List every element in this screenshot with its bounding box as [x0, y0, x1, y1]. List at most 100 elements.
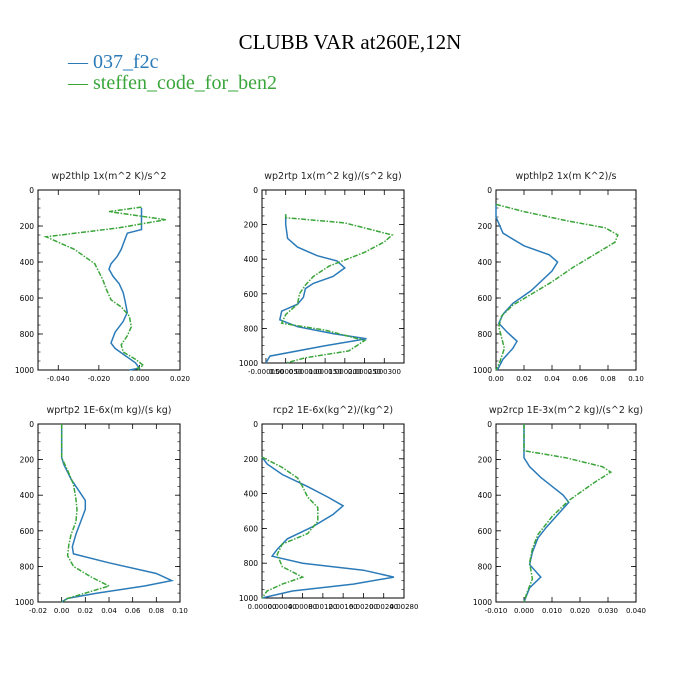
plot-frame-1 — [37, 189, 181, 371]
x-tick-label: 0.040 — [626, 607, 646, 615]
y-tick-label: 1000 — [473, 598, 492, 607]
x-tick-label: 0.000 — [129, 375, 149, 383]
x-tick-label: 0.08 — [149, 607, 165, 615]
legend-line-icon: — — [68, 72, 93, 94]
x-tick-label: 0.00040 — [268, 603, 297, 611]
x-tick-label: 0.00160 — [329, 603, 358, 611]
y-tick-label: 400 — [244, 255, 259, 264]
x-tick-label: -0.02 — [29, 607, 47, 615]
x-tick-label: 0.000100 — [289, 368, 322, 376]
x-tick-label: 0.00240 — [369, 603, 398, 611]
x-tick-label: 0.020 — [170, 375, 190, 383]
y-tick-label: 0 — [487, 186, 492, 195]
y-tick-label: 1000 — [473, 366, 492, 375]
plot-title-6: wp2rcp 1E-3x(m^2 kg)/(s^2 kg) — [489, 405, 643, 416]
x-tick-label: 0.000050 — [269, 368, 302, 376]
legend-label-2: steffen_code_for_ben2 — [93, 72, 278, 94]
x-tick-label: 0.04 — [101, 607, 117, 615]
y-tick-label: 600 — [20, 294, 35, 303]
x-tick-label: 0.10 — [172, 607, 188, 615]
x-tick-label: -0.040 — [47, 375, 70, 383]
legend-item-2: — steffen_code_for_ben2 — [68, 73, 277, 94]
x-tick-label: 0.00120 — [308, 603, 337, 611]
y-tick-label: 0 — [253, 420, 258, 429]
x-tick-label: 0.000200 — [328, 368, 361, 376]
series-line-1 — [60, 424, 175, 603]
plot-title-5: rcp2 1E-6x(kg^2)/(kg^2) — [273, 405, 393, 416]
y-tick-label: 600 — [478, 527, 493, 536]
x-tick-label: 0.000250 — [348, 368, 381, 376]
x-tick-label: 0.06 — [125, 607, 141, 615]
plot-title-4: wprtp2 1E-6x(m kg)/(s kg) — [47, 405, 172, 416]
series-line-2 — [495, 203, 619, 371]
x-tick-label: 0.00080 — [288, 603, 317, 611]
legend: — 037_f2c — steffen_code_for_ben2 — [68, 52, 277, 94]
y-tick-label: 600 — [20, 527, 35, 536]
y-tick-label: 0 — [487, 420, 492, 429]
y-tick-label: 200 — [478, 456, 493, 465]
y-tick-label: 400 — [478, 258, 493, 267]
plot-frame-3 — [495, 189, 637, 371]
y-tick-label: 0 — [253, 186, 258, 195]
x-tick-label: -0.000050 — [248, 368, 284, 376]
y-tick-label: 200 — [20, 222, 35, 231]
y-tick-label: 200 — [244, 455, 259, 464]
series-line-1 — [261, 456, 395, 599]
y-tick-label: 800 — [478, 562, 493, 571]
x-tick-label: 0.02 — [516, 375, 532, 383]
x-tick-label: 0.000300 — [368, 368, 401, 376]
y-tick-label: 400 — [20, 258, 35, 267]
y-tick-label: 1000 — [239, 594, 258, 603]
series-line-1 — [265, 214, 367, 364]
y-tick-label: 600 — [244, 290, 259, 299]
plot-frame-6 — [495, 423, 637, 603]
x-tick-label: 0.04 — [544, 375, 560, 383]
y-tick-label: 1000 — [15, 598, 34, 607]
x-tick-label: 0.020 — [570, 607, 590, 615]
plot-title-1: wp2thlp 1x(m^2 K)/s^2 — [51, 171, 166, 182]
x-tick-label: -0.020 — [88, 375, 111, 383]
figure-title: CLUBB VAR at260E,12N — [238, 30, 462, 54]
y-tick-label: 800 — [244, 559, 259, 568]
series-line-2 — [261, 456, 319, 599]
series-line-1 — [495, 204, 559, 371]
x-tick-label: 0.000150 — [308, 368, 341, 376]
series-line-2 — [280, 214, 394, 364]
y-tick-label: 800 — [20, 330, 35, 339]
x-tick-label: 0.08 — [600, 375, 616, 383]
plot-title-3: wpthlp2 1x(m K^2)/s — [515, 171, 616, 182]
y-tick-label: 800 — [478, 330, 493, 339]
y-tick-label: 200 — [244, 221, 259, 230]
x-tick-label: 0.00200 — [349, 603, 378, 611]
y-tick-label: 400 — [20, 491, 35, 500]
series-line-1 — [523, 424, 570, 603]
x-tick-label: 0.10 — [628, 375, 644, 383]
y-tick-label: 600 — [244, 524, 259, 533]
x-tick-label: 0.010 — [542, 607, 562, 615]
x-tick-label: 0.06 — [572, 375, 588, 383]
y-tick-label: 800 — [20, 562, 35, 571]
x-tick-label: 0.02 — [78, 607, 94, 615]
y-tick-label: 400 — [478, 491, 493, 500]
y-tick-label: 1000 — [239, 359, 258, 368]
y-tick-label: 400 — [244, 490, 259, 499]
x-tick-label: 0.00000 — [248, 603, 277, 611]
x-tick-label: 0.000 — [514, 607, 534, 615]
x-tick-label: 0.00 — [54, 607, 70, 615]
legend-item-1: — 037_f2c — [68, 52, 277, 73]
x-tick-label: 0.00 — [488, 375, 504, 383]
plot-frame-5 — [261, 423, 405, 599]
plot-title-2: wp2rtp 1x(m^2 kg)/(s^2 kg) — [264, 171, 402, 182]
x-tick-label: -0.010 — [485, 607, 508, 615]
series-line-1 — [108, 208, 143, 371]
y-tick-label: 800 — [244, 324, 259, 333]
series-line-2 — [43, 206, 166, 371]
y-tick-label: 0 — [29, 186, 34, 195]
y-tick-label: 200 — [20, 456, 35, 465]
y-tick-label: 1000 — [15, 366, 34, 375]
y-tick-label: 600 — [478, 294, 493, 303]
y-tick-label: 0 — [29, 420, 34, 429]
y-tick-label: 200 — [478, 222, 493, 231]
